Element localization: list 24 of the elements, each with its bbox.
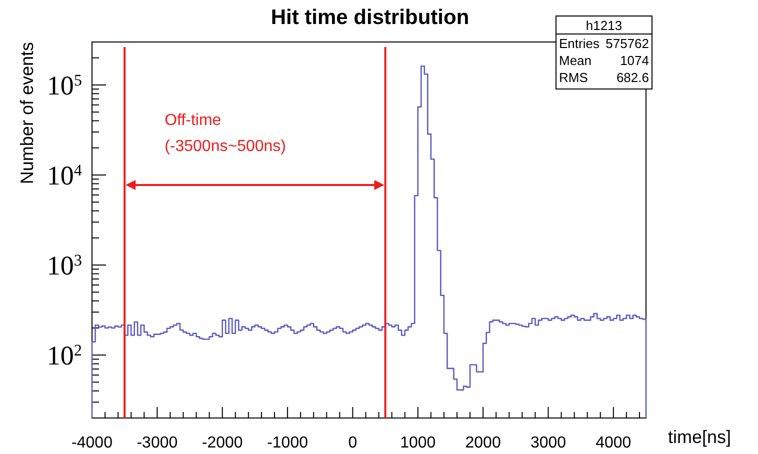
annotation: 1074: [620, 53, 649, 68]
x-tick-label: 1000: [400, 434, 436, 452]
y-tick-label: 10$^{4}$: [46, 160, 82, 190]
chart-title: Hit time distribution: [270, 6, 470, 29]
annotation: 682.6: [616, 70, 649, 85]
x-tick-label: 4000: [596, 434, 632, 452]
annotation: RMS: [559, 70, 588, 85]
x-tick-label: -4000: [72, 434, 113, 452]
annotation: Mean: [559, 53, 592, 68]
y-tick-label: 10$^{3}$: [46, 250, 82, 280]
text: h1213: [586, 18, 622, 33]
y-tick-label: 10$^{5}$: [46, 70, 82, 100]
x-tick-label: 2000: [465, 434, 501, 452]
x-axis-title: time[ns]: [668, 427, 732, 447]
y-tick-label: 10$^{2}$: [46, 340, 82, 371]
x-tick-label: 3000: [530, 434, 566, 452]
annotation: 575762: [606, 36, 649, 51]
x-tick-label: -1000: [267, 434, 308, 452]
x-tick-label: -3000: [136, 434, 178, 452]
x-tick-label: 0: [348, 434, 358, 452]
y-axis-title: Number of events: [17, 42, 37, 184]
x-tick-label: -2000: [202, 434, 243, 452]
annotation: Entries: [559, 36, 600, 51]
annotation: Off-time (-3500ns~500ns): [164, 112, 286, 155]
